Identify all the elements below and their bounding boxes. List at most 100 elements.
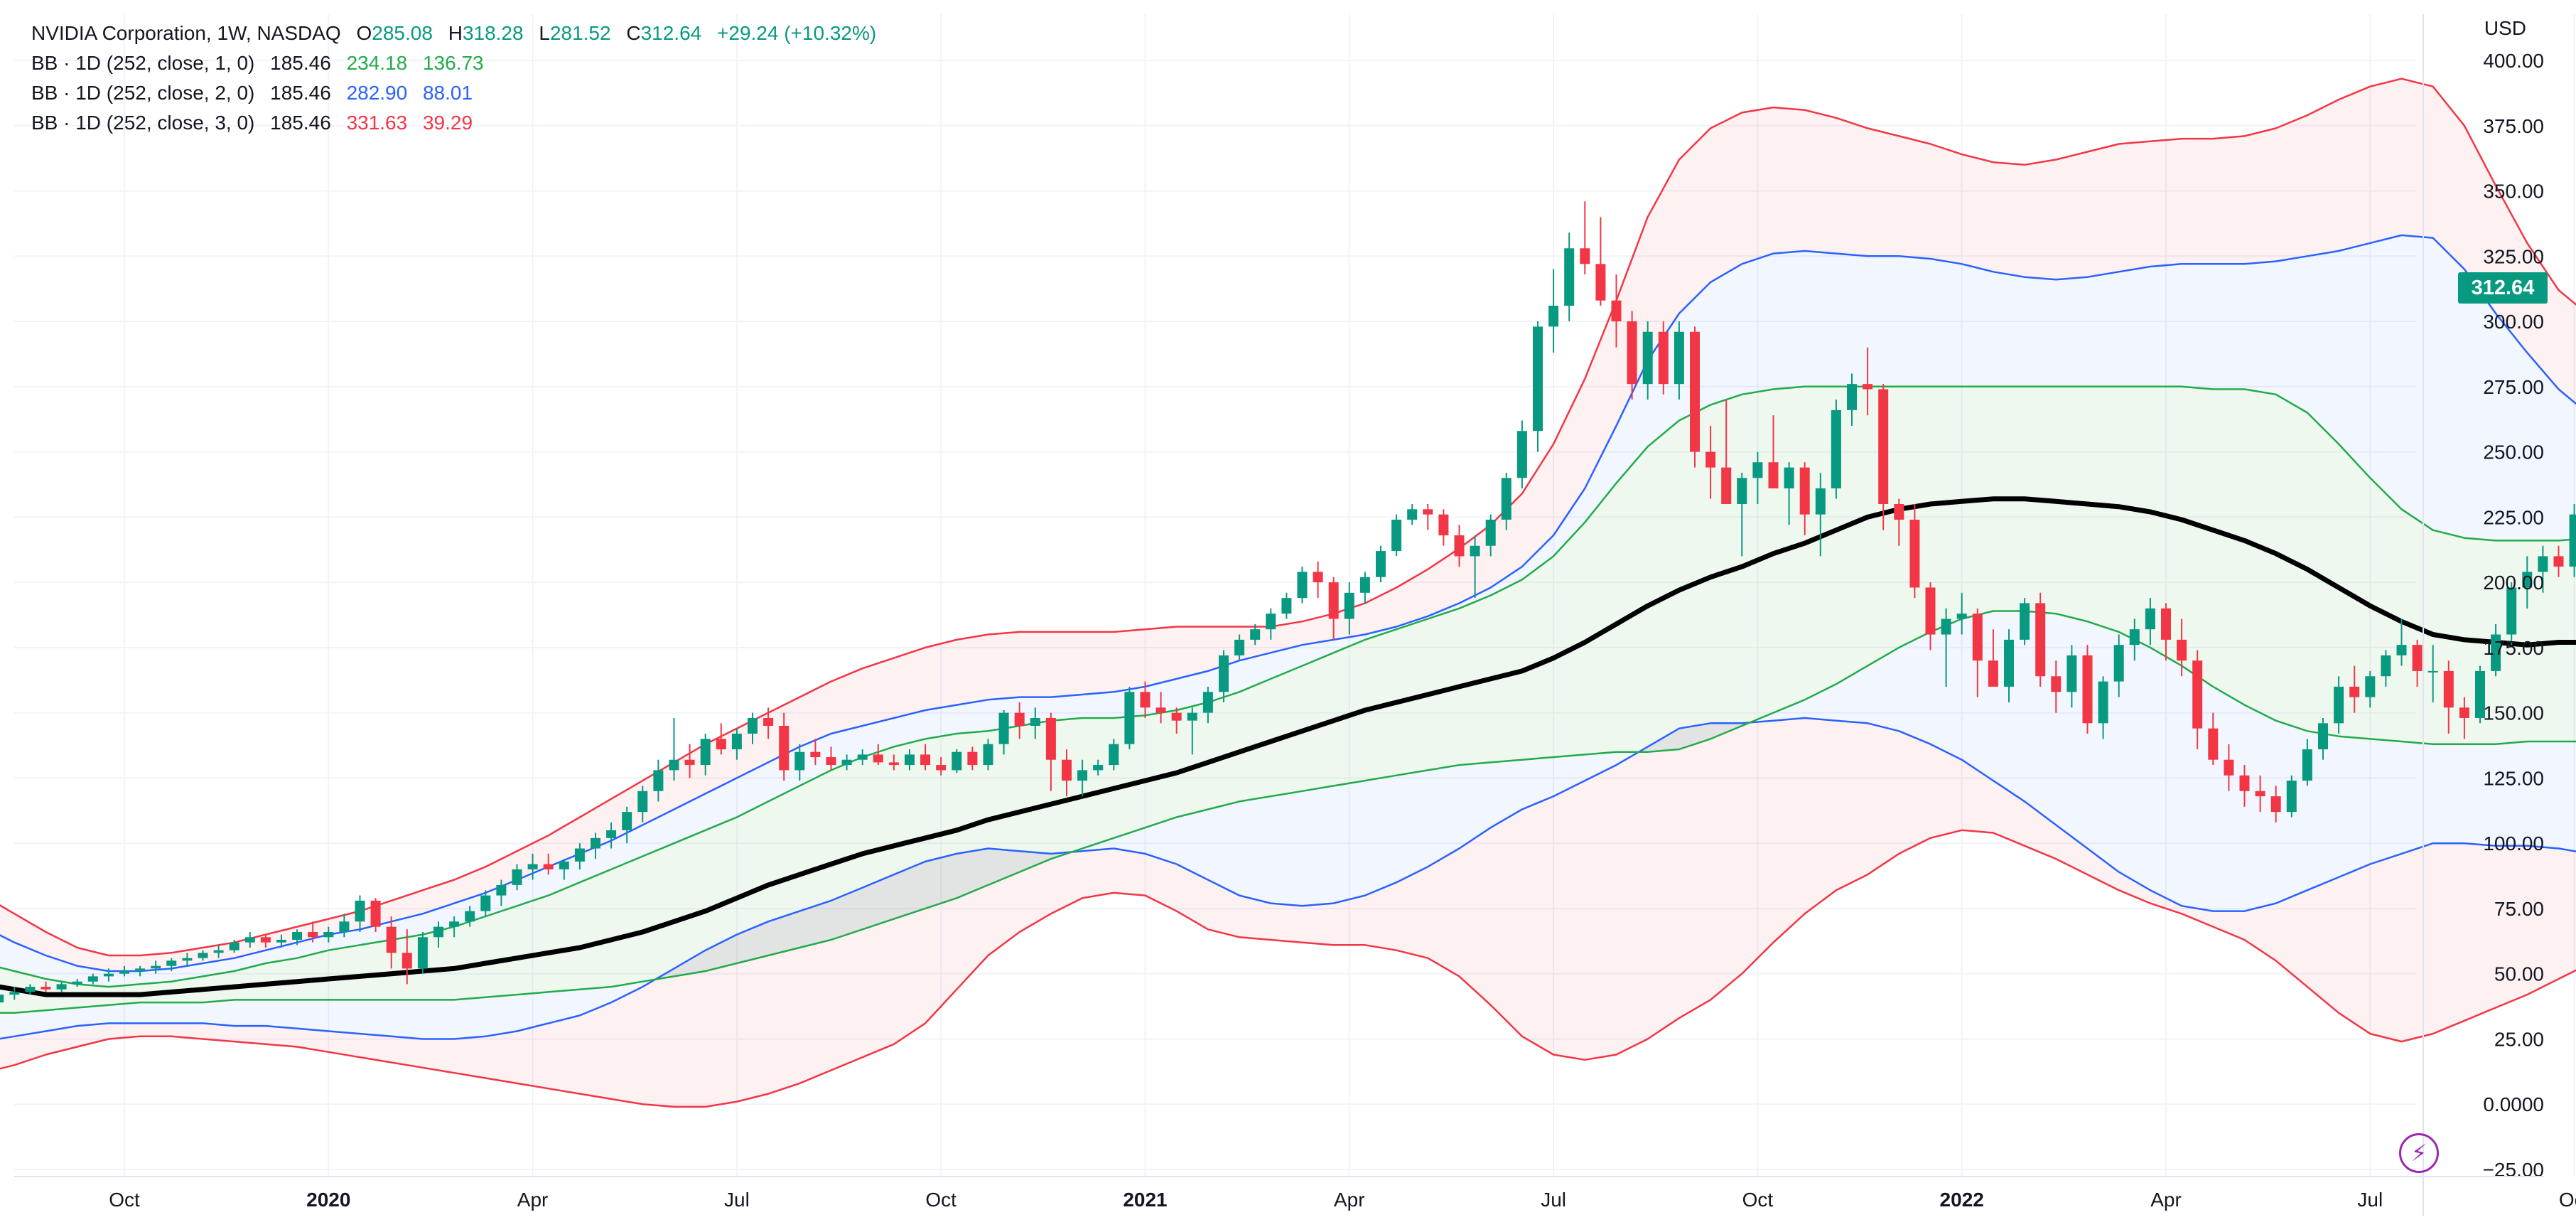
x-tick-label: Jul bbox=[1541, 1189, 1566, 1211]
x-tick-label: 2020 bbox=[306, 1189, 350, 1211]
upper-band-3-line bbox=[0, 77, 2576, 957]
candle-body bbox=[2365, 676, 2376, 697]
x-tick-label: 2021 bbox=[1123, 1189, 1167, 1211]
x-tick-label: Jul bbox=[724, 1189, 750, 1211]
candle-body bbox=[1313, 572, 1323, 583]
candle-body bbox=[433, 926, 443, 938]
candle-body bbox=[2082, 655, 2093, 724]
low-value: 281.52 bbox=[549, 22, 611, 44]
candle-body bbox=[1941, 618, 1951, 635]
candle-body bbox=[1219, 655, 1229, 692]
candle-body bbox=[1956, 614, 1967, 619]
candle-body bbox=[119, 971, 129, 974]
y-tick-label: 100.00 bbox=[2483, 832, 2544, 855]
close-label: C bbox=[626, 22, 641, 44]
indicator-row[interactable]: BB · 1D (252, close, 1, 0) 185.46 234.18… bbox=[31, 48, 886, 78]
candle-body bbox=[952, 751, 962, 771]
candle-body bbox=[527, 864, 538, 869]
candle-body bbox=[276, 939, 286, 943]
lower-band-3-line bbox=[0, 829, 2576, 1108]
candle-body bbox=[2506, 587, 2517, 635]
y-tick-label: −25.00 bbox=[2483, 1159, 2544, 1181]
x-tick-label: Oct bbox=[2559, 1189, 2576, 1211]
indicator-lower: 136.73 bbox=[422, 52, 484, 74]
candle-body bbox=[731, 734, 742, 750]
x-tick-label: Oct bbox=[109, 1189, 140, 1211]
candle-body bbox=[1784, 467, 1794, 488]
candle-body bbox=[700, 739, 711, 766]
candle-body bbox=[1627, 321, 1637, 385]
candle-body bbox=[2522, 572, 2533, 588]
candle-body bbox=[2381, 655, 2391, 677]
candle-body bbox=[1250, 629, 1261, 640]
indicator-upper: 234.18 bbox=[346, 52, 408, 74]
y-tick-label: 325.00 bbox=[2483, 245, 2544, 267]
candle-body bbox=[905, 754, 915, 766]
candle-body bbox=[41, 987, 51, 990]
candle-body bbox=[1391, 520, 1402, 552]
candle-body bbox=[1140, 692, 1150, 708]
candle-body bbox=[2475, 670, 2485, 718]
candle-body bbox=[543, 864, 554, 869]
candle-body bbox=[2443, 670, 2454, 708]
candle-body bbox=[2239, 775, 2250, 791]
candle-body bbox=[1297, 572, 1308, 599]
indicator-upper: 282.90 bbox=[346, 82, 408, 104]
candle-body bbox=[1470, 545, 1480, 557]
candle-body bbox=[2113, 645, 2124, 682]
x-tick-label: Oct bbox=[1742, 1189, 1774, 1211]
candle-body bbox=[1062, 759, 1072, 781]
candle-body bbox=[2286, 781, 2297, 813]
time-axis[interactable]: Oct 2020 Apr Jul Oct 2021 Apr Jul Oct 2022 Apr Jul O… bbox=[14, 14, 2576, 1216]
candle-body bbox=[1438, 514, 1449, 536]
candle-body bbox=[151, 965, 161, 969]
symbol-title[interactable]: NVIDIA Corporation, 1W, NASDAQ bbox=[31, 22, 341, 44]
lightning-icon[interactable]: ⚡ bbox=[2399, 1133, 2439, 1173]
candle-body bbox=[559, 861, 569, 869]
candle-body bbox=[606, 830, 617, 838]
candle-body bbox=[260, 937, 271, 943]
candle-body bbox=[2318, 723, 2328, 750]
candle-body bbox=[622, 812, 632, 830]
candle-body bbox=[748, 717, 758, 734]
candle-body bbox=[198, 953, 208, 958]
x-tick-label: Apr bbox=[1334, 1189, 1365, 1211]
band-2-fill bbox=[0, 235, 2576, 987]
indicator-label: BB · 1D (252, close, 3, 0) bbox=[31, 112, 255, 134]
candle-body bbox=[72, 981, 82, 985]
candle-body bbox=[2145, 608, 2155, 630]
candle-body bbox=[1359, 577, 1370, 593]
indicator-row[interactable]: BB · 1D (252, close, 3, 0) 185.46 331.63… bbox=[31, 108, 886, 138]
candle-body bbox=[2208, 728, 2219, 760]
candle-body bbox=[1768, 462, 1779, 488]
candle-body bbox=[1014, 712, 1025, 726]
price-axis[interactable]: 400.00 375.00 350.00 325.00 300.00 275.00 250.… bbox=[2483, 50, 2544, 1181]
indicator-lower: 88.01 bbox=[422, 82, 473, 104]
candle-body bbox=[1328, 582, 1339, 619]
candle-body bbox=[1737, 478, 1747, 504]
y-tick-label: 75.00 bbox=[2494, 898, 2544, 920]
candle-body bbox=[669, 759, 679, 771]
candle-body bbox=[182, 958, 193, 961]
high-value: 318.28 bbox=[462, 22, 524, 44]
candle-body bbox=[213, 950, 224, 953]
candle-body bbox=[1705, 451, 1716, 468]
basis-line bbox=[0, 496, 2576, 997]
upper-band-2-line bbox=[0, 234, 2576, 973]
indicator-upper: 331.63 bbox=[346, 112, 408, 134]
candle-body bbox=[1909, 520, 1920, 588]
y-tick-label: 25.00 bbox=[2494, 1028, 2544, 1050]
y-tick-label: 250.00 bbox=[2483, 441, 2544, 464]
candle-body bbox=[998, 712, 1009, 744]
currency-unit[interactable]: USD bbox=[2484, 17, 2526, 39]
candle-body bbox=[983, 744, 993, 766]
candle-body bbox=[1925, 587, 1936, 635]
y-tick-label: 150.00 bbox=[2483, 702, 2544, 724]
lower-band-2-line bbox=[0, 717, 2576, 1040]
candle-body bbox=[763, 717, 774, 726]
change-value: +29.24 (+10.32%) bbox=[717, 22, 877, 44]
indicator-row[interactable]: BB · 1D (252, close, 2, 0) 185.46 282.90… bbox=[31, 78, 886, 108]
candle-body bbox=[1642, 331, 1653, 385]
candle-body bbox=[716, 739, 726, 750]
